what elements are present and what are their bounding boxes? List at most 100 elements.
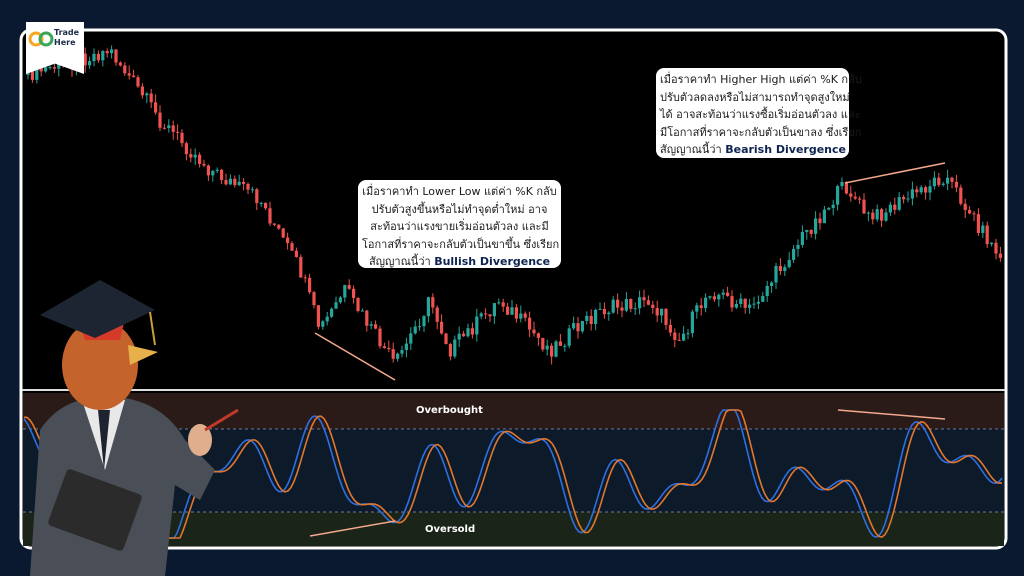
- candle-body: [426, 297, 430, 317]
- candle-body: [580, 320, 584, 332]
- candle-body: [712, 296, 716, 300]
- zone-label: Overbought: [416, 405, 483, 416]
- candle-body: [726, 292, 730, 297]
- candle-body: [396, 353, 400, 359]
- presenter-illustration: [30, 280, 239, 576]
- candle-body: [616, 299, 620, 308]
- candle-body: [963, 203, 967, 211]
- candle-body: [853, 196, 857, 199]
- candle-body: [594, 309, 598, 324]
- logo-text: Here: [54, 38, 76, 47]
- candle-body: [774, 265, 778, 283]
- candle-body: [374, 324, 378, 329]
- candle-body: [501, 302, 505, 307]
- candle-body: [990, 242, 994, 245]
- candle-body: [347, 285, 351, 289]
- candle-body: [998, 253, 1002, 258]
- candle-body: [158, 112, 162, 128]
- candle-body: [184, 143, 188, 155]
- annotation-emphasis: Bearish Divergence: [725, 143, 846, 156]
- tassel: [149, 311, 156, 346]
- candle-body: [695, 305, 699, 312]
- candle-body: [994, 242, 998, 254]
- hand: [188, 424, 212, 456]
- candle-body: [303, 277, 307, 279]
- candle-body: [422, 316, 426, 327]
- candle-body: [528, 317, 532, 330]
- annotation-text: สัญญาณนี้ว่า: [368, 255, 431, 268]
- candle-body: [233, 178, 237, 186]
- candle-body: [532, 329, 536, 334]
- candle-body: [255, 189, 259, 204]
- candle-body: [629, 299, 633, 309]
- candle-body: [127, 73, 131, 76]
- annotation-line: สัญญาณนี้ว่า Bullish Divergence: [362, 253, 557, 271]
- candle-body: [576, 323, 580, 332]
- candle-body: [259, 202, 263, 204]
- candle-body: [660, 308, 664, 316]
- candle-body: [105, 51, 109, 54]
- annotation-box: เมื่อราคาทำ Higher High แต่ค่า %K กลับ ป…: [656, 68, 862, 158]
- candle-body: [888, 204, 892, 213]
- annotation-line: ได้ อาจสะท้อนว่าแรงซื้อเริ่มอ่อนตัวลง แล…: [660, 108, 861, 121]
- zone-label: Oversold: [425, 524, 476, 535]
- candle-body: [352, 288, 356, 298]
- candle-body: [440, 321, 444, 334]
- candle-body: [792, 248, 796, 260]
- candle-body: [492, 303, 496, 317]
- candle-body: [734, 303, 738, 308]
- candle-body: [88, 61, 92, 66]
- candle-body: [932, 177, 936, 187]
- candle-body: [110, 49, 114, 54]
- candle-body: [875, 209, 879, 220]
- candle-body: [858, 198, 862, 200]
- candle-body: [343, 285, 347, 298]
- candle-body: [831, 204, 835, 209]
- candle-body: [404, 343, 408, 351]
- pen: [204, 408, 239, 432]
- candle-body: [479, 313, 483, 317]
- candle-body: [176, 131, 180, 133]
- candle-body: [356, 297, 360, 312]
- candle-body: [198, 154, 202, 164]
- candle-body: [673, 332, 677, 340]
- candle-body: [862, 199, 866, 214]
- candle-body: [730, 296, 734, 308]
- notebook: [48, 469, 142, 551]
- candle-body: [893, 204, 897, 210]
- candle-body: [448, 344, 452, 357]
- candle-body: [453, 339, 457, 357]
- candle-body: [796, 244, 800, 249]
- candle-body: [242, 181, 246, 184]
- candle-body: [409, 333, 413, 344]
- candle-body: [294, 250, 298, 258]
- oscillator-lines: [23, 409, 1003, 539]
- candle-body: [299, 257, 303, 278]
- candle-body: [550, 345, 554, 357]
- candle-body: [598, 308, 602, 310]
- candle-body: [770, 282, 774, 286]
- candle-body: [52, 67, 56, 69]
- candle-body: [814, 218, 818, 234]
- candle-body: [180, 132, 184, 144]
- candle-body: [800, 231, 804, 245]
- candle-body: [250, 189, 254, 191]
- candle-body: [602, 308, 606, 315]
- candle-body: [514, 307, 518, 319]
- candle-body: [910, 189, 914, 199]
- candle-body: [748, 304, 752, 308]
- candle-body: [642, 297, 646, 301]
- candle-body: [946, 177, 950, 184]
- candle-body: [783, 267, 787, 271]
- candle-body: [915, 189, 919, 193]
- candle-body: [360, 310, 364, 312]
- candle-body: [620, 307, 624, 311]
- candle-body: [919, 187, 923, 193]
- annotation-line: โอกาสที่ราคาจะกลับตัวเป็นขาขึ้น ซึ่งเรีย…: [362, 237, 560, 251]
- candle-body: [690, 311, 694, 334]
- candle-body: [334, 302, 338, 309]
- candle-body: [682, 333, 686, 341]
- candle-body: [132, 75, 136, 78]
- candle-body: [457, 333, 461, 340]
- candle-body: [400, 350, 404, 354]
